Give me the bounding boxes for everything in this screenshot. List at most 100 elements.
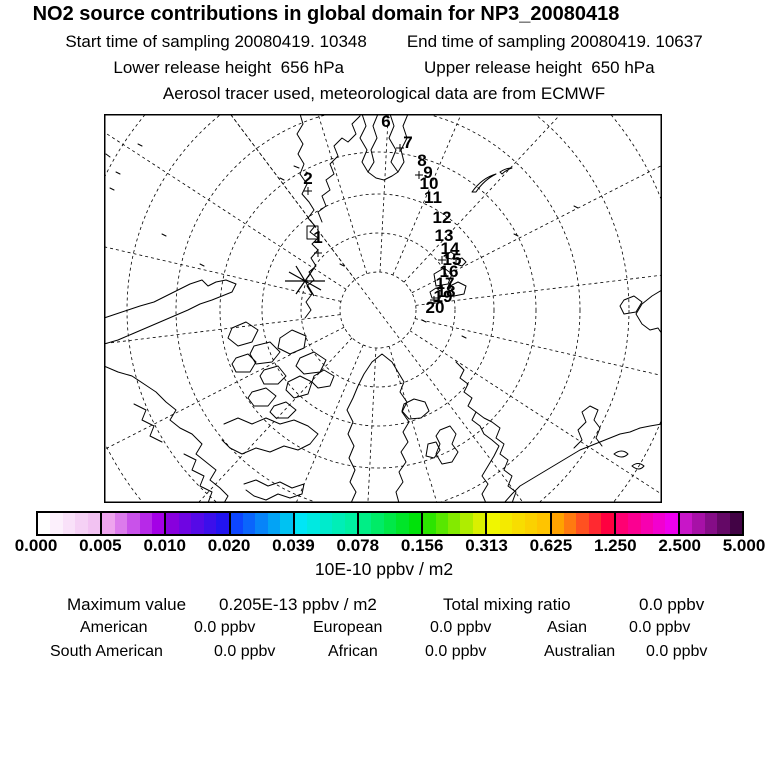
colorbar-segment [549, 513, 614, 534]
trajectory-tick-mark [396, 144, 404, 152]
colorbar-stripe [307, 513, 320, 534]
colorbar-tick-label: 0.020 [207, 536, 251, 555]
trajectory-point-label: 10 [420, 174, 439, 193]
stat-maximum-value: 0.205E-13 ppbv / m2 [219, 595, 377, 614]
meridian-line [403, 115, 561, 283]
colorbar-stripe [75, 513, 88, 534]
meridian-line [409, 330, 661, 495]
trajectory-tick-mark [415, 171, 423, 179]
trajectory-point-label: 18 [437, 282, 456, 301]
colorbar-stripe [230, 513, 243, 534]
trajectory-tick-mark [304, 187, 312, 195]
colorbar-segment [356, 513, 422, 534]
colorbar-stripe [692, 513, 705, 534]
tracer-text: Aerosol tracer used, meteorological data… [162, 84, 606, 103]
colorbar-stripe [679, 513, 693, 534]
region-name: European [313, 619, 383, 636]
region-value: 0.0 ppbv [430, 619, 492, 636]
latitude-circle [300, 232, 456, 388]
trajectory-point-label: 6 [381, 114, 390, 131]
colorbar-stripe [628, 513, 641, 534]
colorbar-stripe [151, 513, 165, 534]
colorbar-stripe [601, 513, 614, 534]
colorbar-segment [292, 513, 357, 534]
trajectory-point-label: 1 [313, 228, 322, 247]
end-time-text: End time of sampling 20080419. 10637 [406, 32, 703, 51]
stat-maximum-label: Maximum value [67, 595, 187, 614]
colorbar-stripe [537, 513, 550, 534]
latitude-circle [105, 115, 661, 502]
colorbar-tick-label: 0.625 [529, 536, 573, 555]
trajectory-point-label: 12 [433, 208, 452, 227]
meridian-line [105, 326, 345, 450]
colorbar-stripe [166, 513, 179, 534]
region-name: South American [50, 643, 163, 660]
colorbar-stripe [216, 513, 229, 534]
meridian-line [230, 115, 524, 502]
graticule [105, 115, 661, 502]
colorbar-stripe [255, 513, 268, 534]
colorbar-tick-label: 0.313 [465, 536, 508, 555]
colorbar-tick-label: 0.005 [79, 536, 122, 555]
colorbar-stripe [139, 513, 152, 534]
colorbar-stripe [319, 513, 333, 534]
meridian-line [317, 115, 368, 274]
colorbar-stripe [408, 513, 422, 534]
colorbar-stripe [371, 513, 384, 534]
colorbar-stripe [729, 513, 743, 534]
lower-release-text: Lower release height 656 hPa [113, 58, 344, 77]
colorbar-tick-label: 5.000 [722, 536, 766, 555]
sampling-time-line: Start time of sampling 20080419. 10348 E… [0, 32, 768, 52]
colorbar-stripe [640, 513, 653, 534]
meridian-line [415, 274, 661, 306]
colorbar-stripe [423, 513, 436, 534]
latitude-circle [339, 271, 417, 349]
region-value: 0.0 ppbv [646, 643, 708, 660]
colorbar-units-label: 10E-10 ppbv / m2 [314, 559, 454, 579]
colorbar-stripe [38, 513, 51, 534]
colorbar-stripe [50, 513, 63, 534]
colorbar-stripe [396, 513, 409, 534]
meridian-line [105, 246, 342, 302]
latitude-circle [175, 115, 581, 502]
trajectory-point-label: 17 [436, 274, 455, 293]
region-value: 0.0 ppbv [214, 643, 276, 660]
colorbar-stripe [588, 513, 602, 534]
latitude-circle [219, 151, 537, 469]
colorbar-stripe [512, 513, 525, 534]
colorbar-stripe [499, 513, 513, 534]
meridian-line [392, 115, 462, 276]
colorbar-segment [38, 513, 101, 534]
colorbar-stripe [294, 513, 308, 534]
latitude-circle [126, 115, 630, 502]
colorbar-stripe [487, 513, 500, 534]
colorbar-stripe [653, 513, 666, 534]
colorbar [36, 511, 744, 536]
colorbar-stripe [127, 513, 140, 534]
meridian-line [198, 337, 353, 502]
colorbar-tick-label: 0.078 [336, 536, 380, 555]
colorbar-stripe [203, 513, 217, 534]
trajectory-point-label: 16 [440, 262, 459, 281]
colorbar-stripe [358, 513, 372, 534]
meridian-line [230, 115, 356, 280]
trajectory-tick-mark [314, 249, 322, 257]
colorbar-stripe [267, 513, 281, 534]
upper-release-text: Upper release height 650 hPa [424, 58, 655, 77]
latitude-circle [261, 193, 495, 427]
region-value: 0.0 ppbv [629, 619, 691, 636]
colorbar-stripe [472, 513, 486, 534]
colorbar-stripe [280, 513, 293, 534]
region-name: American [80, 619, 148, 636]
meridian-line [105, 314, 341, 344]
colorbar-stripe [114, 513, 128, 534]
colorbar-stripe [435, 513, 448, 534]
meridian-line [105, 132, 347, 290]
release-height-line: Lower release height 656 hPa Upper relea… [0, 58, 768, 78]
trajectory-point-label: 20 [426, 298, 445, 317]
colorbar-segment [613, 513, 678, 534]
coastlines [105, 115, 661, 502]
colorbar-stripe [87, 513, 101, 534]
